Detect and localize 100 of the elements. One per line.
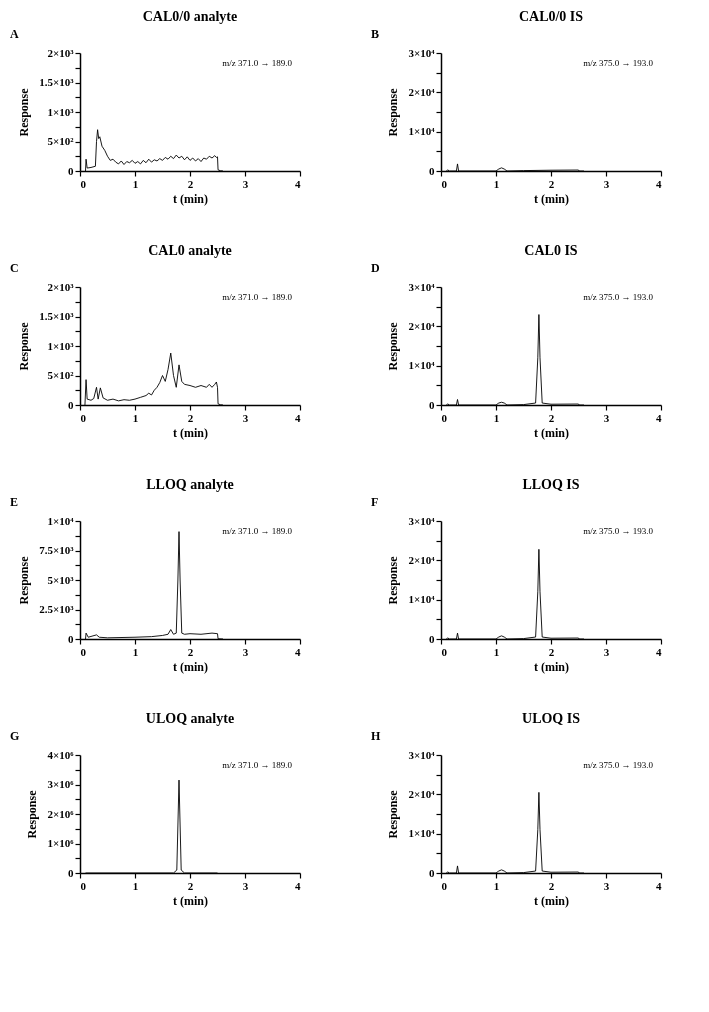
chart-title: CAL0/0 analyte xyxy=(142,9,238,24)
x-tick-label: 1 xyxy=(493,177,500,190)
y-axis-title: Response xyxy=(17,87,32,137)
y-tick-label: 5×10³ xyxy=(47,573,75,586)
text: H xyxy=(371,729,381,743)
y-tick-label: 0 xyxy=(68,398,74,411)
x-tick-label: 4 xyxy=(295,879,301,892)
x-tick-label: 3 xyxy=(603,879,610,892)
y-tick-label: 0 xyxy=(68,632,74,645)
annotation: m/z 371.0 → 189.0 xyxy=(222,760,293,770)
x-tick-label: 3 xyxy=(242,645,249,658)
y-tick-label: 1×10⁴ xyxy=(408,125,436,138)
text: E xyxy=(10,495,19,509)
chart-title: LLOQ analyte xyxy=(146,477,234,492)
chart-title: ULOQ IS xyxy=(522,711,581,726)
annotation: m/z 371.0 → 189.0 xyxy=(222,58,293,68)
y-tick-label: 2×10⁴ xyxy=(408,85,436,98)
text: D xyxy=(371,261,380,275)
y-tick-label: 0 xyxy=(429,398,435,411)
x-tick-label: 1 xyxy=(132,645,139,658)
x-tick-label: 4 xyxy=(295,177,301,190)
x-tick-label: 2 xyxy=(548,411,555,424)
y-tick-label: 1×10⁴ xyxy=(408,359,436,372)
y-tick-label: 1×10⁶ xyxy=(47,837,75,849)
x-tick-label: 4 xyxy=(656,879,662,892)
text: B xyxy=(371,27,380,41)
x-tick-label: 0 xyxy=(441,645,448,658)
y-axis-title: Response xyxy=(17,321,32,371)
y-tick-label: 1×10⁴ xyxy=(47,514,75,527)
y-tick-label: 1×10⁴ xyxy=(408,827,436,840)
x-axis-title: t (min) xyxy=(534,659,569,674)
annotation: m/z 375.0 → 193.0 xyxy=(583,526,654,536)
x-tick-label: 4 xyxy=(295,645,301,658)
y-axis-title: Response xyxy=(386,789,401,839)
x-tick-label: 1 xyxy=(493,411,500,424)
chart-title: LLOQ IS xyxy=(522,477,580,492)
x-tick-label: 1 xyxy=(493,645,500,658)
annotation: m/z 371.0 → 189.0 xyxy=(222,526,293,536)
chart-title: CAL0 IS xyxy=(524,243,578,258)
x-tick-label: 0 xyxy=(441,411,448,424)
y-tick-label: 3×10⁴ xyxy=(408,514,436,527)
x-tick-label: 4 xyxy=(295,411,301,424)
x-tick-label: 0 xyxy=(80,879,87,892)
y-tick-label: 3×10⁴ xyxy=(408,280,436,293)
x-tick-label: 4 xyxy=(656,177,662,190)
x-axis-title: t (min) xyxy=(173,191,208,206)
y-tick-label: 3×10⁴ xyxy=(408,748,436,761)
x-tick-label: 2 xyxy=(187,645,194,658)
y-axis-title: Response xyxy=(386,321,401,371)
y-axis-title: Response xyxy=(25,789,40,839)
x-tick-label: 2 xyxy=(548,177,555,190)
y-tick-label: 7.5×10³ xyxy=(39,544,75,556)
y-tick-label: 3×10⁴ xyxy=(408,46,436,59)
x-axis-title: t (min) xyxy=(173,425,208,440)
x-axis-title: t (min) xyxy=(534,893,569,908)
y-tick-label: 2×10⁶ xyxy=(47,807,75,820)
y-tick-label: 1×10³ xyxy=(47,339,75,352)
text: F xyxy=(371,495,379,509)
y-tick-label: 5×10² xyxy=(47,369,75,381)
y-tick-label: 0 xyxy=(68,164,74,177)
y-tick-label: 2.5×10³ xyxy=(39,603,75,615)
x-tick-label: 0 xyxy=(80,411,87,424)
x-tick-label: 1 xyxy=(132,177,139,190)
x-tick-label: 0 xyxy=(80,645,87,658)
x-tick-label: 0 xyxy=(80,177,87,190)
chart-title: CAL0 analyte xyxy=(148,243,232,258)
y-tick-label: 1×10³ xyxy=(47,105,75,118)
x-tick-label: 1 xyxy=(132,411,139,424)
text: C xyxy=(10,261,19,275)
y-tick-label: 2×10⁴ xyxy=(408,787,436,800)
annotation: m/z 375.0 → 193.0 xyxy=(583,292,654,302)
x-tick-label: 4 xyxy=(656,645,662,658)
x-tick-label: 3 xyxy=(603,645,610,658)
chart-title: ULOQ analyte xyxy=(145,711,235,726)
y-tick-label: 1×10⁴ xyxy=(408,593,436,606)
x-tick-label: 2 xyxy=(187,411,194,424)
x-axis-title: t (min) xyxy=(173,893,208,908)
x-tick-label: 3 xyxy=(242,879,249,892)
x-tick-label: 3 xyxy=(242,411,249,424)
y-tick-label: 1.5×10³ xyxy=(39,76,75,88)
y-tick-label: 2×10⁴ xyxy=(408,319,436,332)
y-tick-label: 0 xyxy=(429,632,435,645)
x-tick-label: 3 xyxy=(603,411,610,424)
y-axis-title: Response xyxy=(17,555,32,605)
y-tick-label: 2×10³ xyxy=(47,280,75,293)
x-tick-label: 2 xyxy=(548,879,555,892)
text: A xyxy=(10,27,19,41)
x-tick-label: 1 xyxy=(132,879,139,892)
x-axis-title: t (min) xyxy=(534,191,569,206)
y-tick-label: 0 xyxy=(429,164,435,177)
y-tick-label: 2×10⁴ xyxy=(408,553,436,566)
annotation: m/z 375.0 → 193.0 xyxy=(583,58,654,68)
y-tick-label: 1.5×10³ xyxy=(39,310,75,322)
x-tick-label: 2 xyxy=(187,879,194,892)
x-axis-title: t (min) xyxy=(173,659,208,674)
y-tick-label: 0 xyxy=(429,866,435,879)
x-tick-label: 3 xyxy=(242,177,249,190)
x-tick-label: 4 xyxy=(656,411,662,424)
x-axis-title: t (min) xyxy=(534,425,569,440)
x-tick-label: 2 xyxy=(548,645,555,658)
